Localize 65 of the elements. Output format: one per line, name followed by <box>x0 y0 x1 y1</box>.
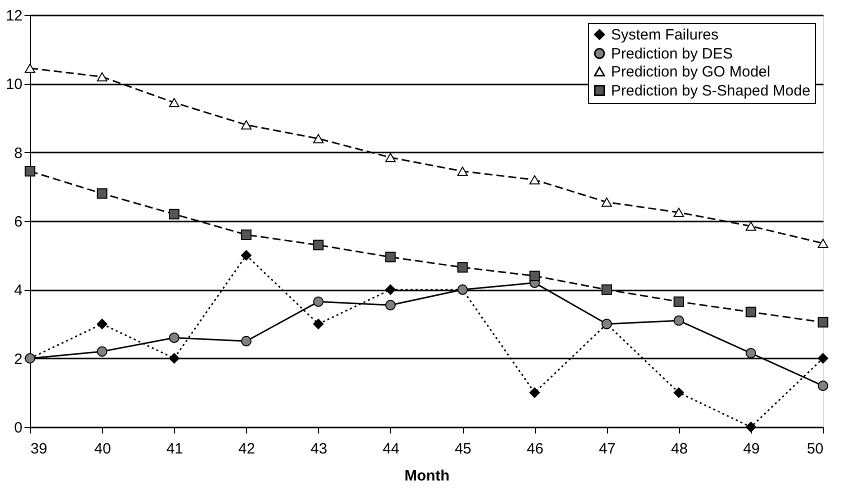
y-tick-label: 8 <box>14 144 22 162</box>
y-tick-label: 0 <box>14 420 22 436</box>
point <box>674 296 684 307</box>
point <box>168 332 180 343</box>
point <box>168 208 180 220</box>
legend-label: System Failures <box>611 26 719 44</box>
point <box>601 198 612 207</box>
y-tick-label: 12 <box>6 8 22 24</box>
x-tick-label: 48 <box>670 440 688 458</box>
point <box>529 175 540 184</box>
point <box>313 318 324 330</box>
x-tick-label: 46 <box>526 440 544 458</box>
point <box>746 222 756 231</box>
y-tick-label: 4 <box>14 282 22 300</box>
point <box>313 240 324 250</box>
x-tick-label: 42 <box>238 440 256 458</box>
point <box>241 336 252 346</box>
point <box>96 318 108 330</box>
point <box>529 270 540 282</box>
point <box>746 348 756 358</box>
point <box>241 250 252 261</box>
point <box>818 380 828 392</box>
point <box>385 300 396 310</box>
point <box>385 284 396 295</box>
y-tick-label: 2 <box>14 350 22 368</box>
x-axis-title: Month <box>404 468 450 484</box>
x-tick-label: 47 <box>598 440 616 458</box>
point <box>96 72 108 82</box>
point <box>818 317 828 328</box>
legend-label: Prediction by GO Model <box>611 64 770 80</box>
point <box>818 238 828 248</box>
legend-label: Prediction by S-Shaped Mode <box>611 82 810 100</box>
point <box>24 166 36 176</box>
x-tick-label: 45 <box>454 440 472 458</box>
x-tick-label: 50 <box>806 440 824 458</box>
legend-label: Prediction by DES <box>611 46 733 62</box>
point <box>529 387 540 398</box>
x-tick-label: 39 <box>30 440 48 458</box>
point <box>457 166 468 176</box>
point <box>313 296 324 307</box>
point <box>96 346 108 357</box>
point <box>96 188 108 199</box>
point <box>385 152 396 162</box>
point <box>746 422 756 432</box>
point <box>457 262 468 273</box>
point <box>601 284 612 295</box>
point <box>674 387 684 398</box>
x-tick-label: 49 <box>743 440 760 458</box>
point <box>168 98 180 108</box>
point <box>746 306 756 318</box>
point <box>674 208 684 218</box>
point <box>674 315 684 326</box>
point <box>241 229 252 240</box>
y-tick-label: 6 <box>14 214 22 230</box>
x-tick-label: 44 <box>382 440 400 458</box>
x-tick-label: 43 <box>310 440 328 458</box>
point <box>313 134 324 144</box>
point <box>818 353 828 364</box>
x-tick-label: 40 <box>94 440 111 458</box>
x-tick-label: 41 <box>166 440 184 458</box>
y-tick-label: 10 <box>6 76 22 94</box>
point <box>24 64 36 73</box>
point <box>168 353 180 364</box>
point <box>385 252 396 262</box>
point <box>241 120 252 130</box>
